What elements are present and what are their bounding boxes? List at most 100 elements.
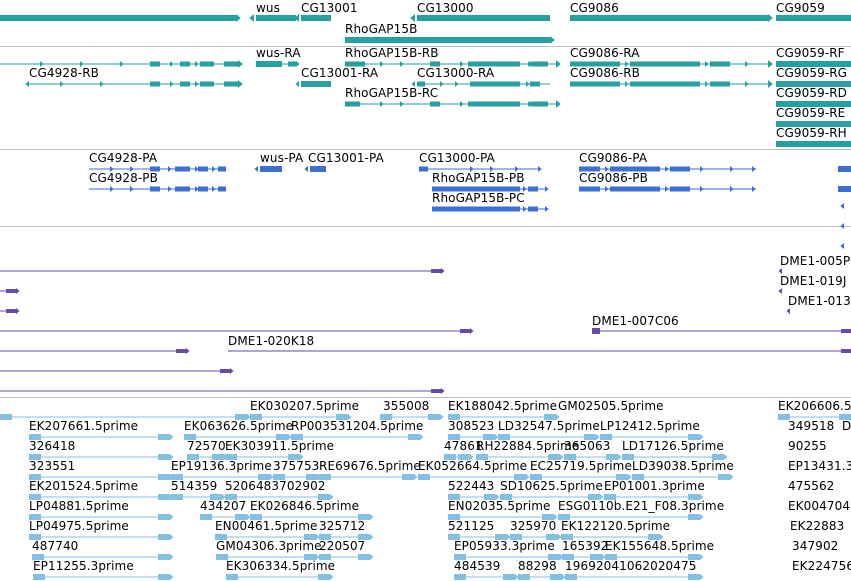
rhogap15b-pb-exon[interactable] (432, 186, 520, 192)
feature-label-re69676-5prime[interactable]: RE69676.5prime (319, 459, 421, 473)
cdna-block[interactable] (358, 554, 370, 560)
feature-label-347902[interactable]: 347902 (792, 539, 839, 553)
cdna-block[interactable] (503, 574, 515, 580)
feature-label-cg9086-ra[interactable]: CG9086-RA (570, 46, 640, 60)
feature-label-wus[interactable]: wus (256, 1, 280, 15)
cdna-block[interactable] (29, 534, 41, 540)
feature-label-365063[interactable]: 365063 (564, 439, 611, 453)
cdna-block[interactable] (544, 414, 556, 420)
cdna-block[interactable] (648, 534, 660, 540)
cdna-block[interactable] (718, 474, 730, 480)
gene-span-bar[interactable] (776, 15, 851, 21)
feature-label-rp003531204-5prime[interactable]: RP003531204.5prime (291, 419, 424, 433)
cdna-block[interactable] (235, 414, 247, 420)
feature-label-325970[interactable]: 325970 (510, 519, 557, 533)
cdna-block[interactable] (561, 534, 573, 540)
feature-label-lp04975-5prime[interactable]: LP04975.5prime (29, 519, 129, 533)
feature-label-wus-pa[interactable]: wus-PA (260, 151, 304, 165)
cdna-block[interactable] (158, 514, 170, 520)
cdna-block[interactable] (688, 434, 700, 440)
cdna-block[interactable] (306, 474, 318, 480)
gene-span-bar[interactable] (256, 15, 296, 21)
feature-label-ec25719-5prime[interactable]: EC25719.5prime (530, 459, 632, 473)
cdna-block[interactable] (380, 414, 392, 420)
feature-label-514359[interactable]: 514359 (171, 479, 218, 493)
cg9086-rb-exon[interactable] (630, 81, 700, 87)
feature-label-en00461-5prime[interactable]: EN00461.5prime (215, 519, 318, 533)
feature-label-cg4928-pa[interactable]: CG4928-PA (89, 151, 158, 165)
transcript-exon[interactable] (776, 101, 851, 107)
cg9086-pa-exon[interactable] (610, 166, 660, 172)
est-block[interactable] (592, 328, 600, 334)
protein-block[interactable] (838, 186, 851, 192)
cdna-block[interactable] (158, 434, 170, 440)
cdna-block[interactable] (510, 534, 522, 540)
feature-label-308523[interactable]: 308523 (448, 419, 495, 433)
cg9086-pb-exon[interactable] (610, 186, 660, 192)
cdna-block[interactable] (428, 414, 440, 420)
cdna-block[interactable] (454, 554, 466, 560)
feature-label-rhogap15b-pb[interactable]: RhoGAP15B-PB (432, 171, 525, 185)
cdna-block[interactable] (288, 454, 300, 460)
est-block[interactable] (431, 389, 441, 393)
cdna-block[interactable] (158, 494, 170, 500)
cdna-block[interactable] (171, 474, 183, 480)
feature-label-cg4928-rb[interactable]: CG4928-RB (29, 66, 100, 80)
feature-label-ek206606-5[interactable]: EK206606.5 (778, 399, 851, 413)
cdna-block[interactable] (444, 454, 456, 460)
feature-label-dme1-007c06[interactable]: DME1-007C06 (592, 314, 679, 328)
cdna-block[interactable] (32, 554, 44, 560)
feature-label-rh22884-5prime[interactable]: RH22884.5prime (476, 439, 580, 453)
feature-label-d[interactable]: D (842, 419, 851, 433)
est-block[interactable] (841, 349, 851, 353)
cdna-block[interactable] (484, 494, 496, 500)
cdna-block[interactable] (558, 514, 570, 520)
cdna-block[interactable] (336, 414, 348, 420)
cdna-block[interactable] (225, 494, 237, 500)
feature-label-349518[interactable]: 349518 (788, 419, 835, 433)
cdna-block[interactable] (158, 574, 170, 580)
cdna-block[interactable] (276, 434, 288, 440)
cdna-block[interactable] (358, 514, 370, 520)
cdna-block[interactable] (250, 514, 262, 520)
est-block[interactable] (841, 329, 851, 333)
protein-block[interactable] (838, 166, 851, 172)
feature-label-ek201524-5prime[interactable]: EK201524.5prime (29, 479, 139, 493)
feature-label-90255[interactable]: 90255 (788, 439, 827, 453)
cdna-block[interactable] (688, 574, 700, 580)
feature-label-88298[interactable]: 88298 (518, 559, 557, 573)
cdna-block[interactable] (562, 554, 574, 560)
cdna-block[interactable] (616, 474, 628, 480)
feature-label-rhogap15b-pc[interactable]: RhoGAP15B-PC (432, 191, 525, 205)
feature-label-72570[interactable]: 72570 (187, 439, 226, 453)
rhogap15b-rb-exon[interactable] (530, 61, 548, 67)
rhogap15b-rb-exon[interactable] (468, 61, 520, 67)
rhogap15b-pc-exon[interactable] (432, 206, 520, 212)
feature-label-lp04881-5prime[interactable]: LP04881.5prime (29, 499, 129, 513)
cdna-block[interactable] (548, 454, 560, 460)
cdna-block[interactable] (291, 434, 303, 440)
cdna-block[interactable] (500, 494, 512, 500)
cdna-block[interactable] (605, 554, 617, 560)
cdna-block[interactable] (402, 474, 414, 480)
rhogap15b-rc-exon[interactable] (430, 101, 440, 107)
cdna-block[interactable] (606, 454, 618, 460)
cdna-block[interactable] (212, 454, 224, 460)
cdna-block[interactable] (550, 574, 562, 580)
cdna-block[interactable] (250, 414, 262, 420)
protein-block[interactable] (310, 166, 326, 172)
cg4928-pa-exon[interactable] (150, 166, 160, 172)
cdna-block[interactable] (448, 494, 460, 500)
cdna-block[interactable] (29, 434, 41, 440)
feature-label-ld39038-5prime[interactable]: LD39038.5prime (632, 459, 734, 473)
cdna-block[interactable] (688, 494, 700, 500)
feature-label-cg13001[interactable]: CG13001 (301, 1, 358, 15)
est-block[interactable] (176, 349, 186, 353)
cdna-block[interactable] (187, 454, 199, 460)
feature-label-ep13431-3[interactable]: EP13431.3 (788, 459, 851, 473)
cdna-block[interactable] (778, 414, 790, 420)
cg4928-ra-exon[interactable] (224, 61, 238, 67)
cdna-block[interactable] (304, 534, 316, 540)
feature-label-dme1-005p[interactable]: DME1-005P (780, 254, 851, 268)
cdna-block[interactable] (839, 414, 851, 420)
